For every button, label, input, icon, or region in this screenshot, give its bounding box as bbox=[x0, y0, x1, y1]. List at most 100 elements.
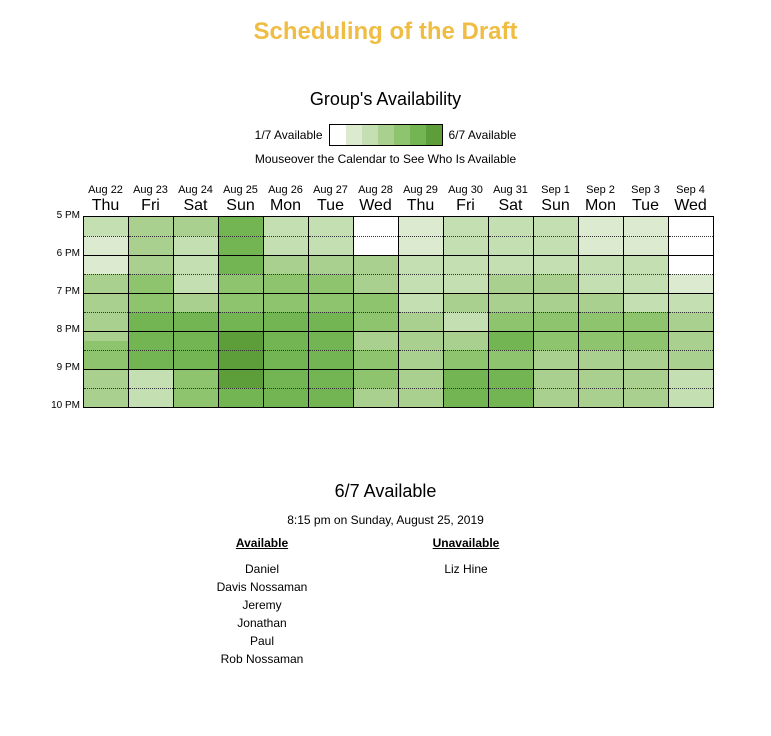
time-slot[interactable] bbox=[624, 255, 668, 265]
time-slot[interactable] bbox=[129, 397, 173, 407]
time-slot[interactable] bbox=[624, 264, 668, 274]
time-slot[interactable] bbox=[84, 255, 128, 265]
time-slot[interactable] bbox=[534, 236, 578, 246]
time-slot[interactable] bbox=[534, 397, 578, 407]
time-slot[interactable] bbox=[264, 264, 308, 274]
time-slot[interactable] bbox=[219, 321, 263, 331]
time-slot[interactable] bbox=[129, 293, 173, 303]
time-slot[interactable] bbox=[309, 340, 353, 350]
time-slot[interactable] bbox=[579, 226, 623, 236]
time-slot[interactable] bbox=[399, 274, 443, 284]
time-slot[interactable] bbox=[129, 378, 173, 388]
calendar-grid[interactable] bbox=[83, 216, 714, 408]
time-slot[interactable] bbox=[579, 388, 623, 398]
time-slot[interactable] bbox=[309, 226, 353, 236]
time-slot[interactable] bbox=[624, 283, 668, 293]
time-slot[interactable] bbox=[669, 274, 713, 284]
time-slot[interactable] bbox=[174, 397, 218, 407]
time-slot[interactable] bbox=[489, 378, 533, 388]
time-slot[interactable] bbox=[354, 217, 398, 227]
time-slot[interactable] bbox=[669, 321, 713, 331]
time-slot[interactable] bbox=[669, 226, 713, 236]
time-slot[interactable] bbox=[624, 293, 668, 303]
time-slot[interactable] bbox=[399, 350, 443, 360]
time-slot[interactable] bbox=[354, 226, 398, 236]
time-slot[interactable] bbox=[309, 359, 353, 369]
time-slot[interactable] bbox=[129, 388, 173, 398]
time-slot[interactable] bbox=[444, 293, 488, 303]
time-slot[interactable] bbox=[534, 321, 578, 331]
time-slot[interactable] bbox=[534, 388, 578, 398]
time-slot[interactable] bbox=[534, 283, 578, 293]
time-slot[interactable] bbox=[579, 378, 623, 388]
time-slot[interactable] bbox=[534, 255, 578, 265]
time-slot[interactable] bbox=[444, 264, 488, 274]
time-slot[interactable] bbox=[579, 236, 623, 246]
time-slot[interactable] bbox=[534, 302, 578, 312]
time-slot[interactable] bbox=[264, 331, 308, 341]
time-slot[interactable] bbox=[129, 283, 173, 293]
time-slot[interactable] bbox=[129, 274, 173, 284]
time-slot[interactable] bbox=[174, 264, 218, 274]
time-slot[interactable] bbox=[399, 359, 443, 369]
time-slot[interactable] bbox=[399, 378, 443, 388]
time-slot[interactable] bbox=[444, 255, 488, 265]
time-slot[interactable] bbox=[264, 369, 308, 379]
time-slot[interactable] bbox=[354, 283, 398, 293]
time-slot[interactable] bbox=[669, 340, 713, 350]
time-slot[interactable] bbox=[624, 274, 668, 284]
time-slot[interactable] bbox=[84, 264, 128, 274]
time-slot[interactable] bbox=[264, 245, 308, 255]
time-slot[interactable] bbox=[399, 264, 443, 274]
time-slot[interactable] bbox=[309, 293, 353, 303]
time-slot[interactable] bbox=[669, 293, 713, 303]
time-slot[interactable] bbox=[129, 321, 173, 331]
time-slot[interactable] bbox=[489, 359, 533, 369]
time-slot[interactable] bbox=[219, 359, 263, 369]
time-slot[interactable] bbox=[489, 321, 533, 331]
time-slot[interactable] bbox=[219, 302, 263, 312]
time-slot[interactable] bbox=[84, 331, 128, 341]
time-slot[interactable] bbox=[354, 236, 398, 246]
time-slot[interactable] bbox=[624, 369, 668, 379]
time-slot[interactable] bbox=[444, 321, 488, 331]
time-slot[interactable] bbox=[354, 350, 398, 360]
time-slot[interactable] bbox=[84, 397, 128, 407]
time-slot[interactable] bbox=[444, 378, 488, 388]
time-slot[interactable] bbox=[579, 255, 623, 265]
time-slot[interactable] bbox=[399, 226, 443, 236]
time-slot[interactable] bbox=[84, 359, 128, 369]
time-slot[interactable] bbox=[534, 350, 578, 360]
time-slot[interactable] bbox=[219, 378, 263, 388]
time-slot[interactable] bbox=[84, 236, 128, 246]
time-slot[interactable] bbox=[174, 302, 218, 312]
time-slot[interactable] bbox=[354, 264, 398, 274]
time-slot[interactable] bbox=[129, 350, 173, 360]
time-slot[interactable] bbox=[309, 236, 353, 246]
time-slot[interactable] bbox=[669, 264, 713, 274]
time-slot[interactable] bbox=[174, 236, 218, 246]
time-slot[interactable] bbox=[174, 350, 218, 360]
time-slot[interactable] bbox=[129, 255, 173, 265]
time-slot[interactable] bbox=[174, 293, 218, 303]
time-slot[interactable] bbox=[84, 217, 128, 227]
time-slot[interactable] bbox=[399, 331, 443, 341]
time-slot[interactable] bbox=[579, 350, 623, 360]
time-slot[interactable] bbox=[174, 226, 218, 236]
time-slot[interactable] bbox=[354, 293, 398, 303]
time-slot[interactable] bbox=[399, 321, 443, 331]
time-slot[interactable] bbox=[624, 340, 668, 350]
time-slot[interactable] bbox=[624, 378, 668, 388]
time-slot[interactable] bbox=[264, 293, 308, 303]
time-slot[interactable] bbox=[399, 217, 443, 227]
time-slot[interactable] bbox=[444, 217, 488, 227]
time-slot[interactable] bbox=[579, 321, 623, 331]
time-slot[interactable] bbox=[84, 302, 128, 312]
time-slot[interactable] bbox=[174, 217, 218, 227]
time-slot[interactable] bbox=[489, 369, 533, 379]
time-slot[interactable] bbox=[444, 369, 488, 379]
time-slot[interactable] bbox=[444, 236, 488, 246]
time-slot[interactable] bbox=[669, 331, 713, 341]
time-slot[interactable] bbox=[624, 236, 668, 246]
time-slot[interactable] bbox=[489, 350, 533, 360]
